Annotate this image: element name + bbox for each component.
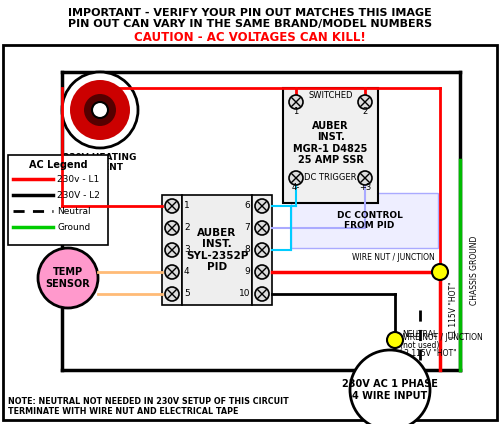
Circle shape [350, 350, 430, 424]
Text: 8: 8 [244, 245, 250, 254]
Text: WIRE NUT / JUNCTION: WIRE NUT / JUNCTION [352, 254, 435, 262]
Circle shape [70, 80, 130, 140]
Circle shape [38, 248, 98, 308]
Circle shape [255, 265, 269, 279]
Text: SWITCHED: SWITCHED [308, 90, 353, 100]
Circle shape [62, 72, 138, 148]
Text: 230V - L2: 230V - L2 [57, 190, 100, 200]
Circle shape [165, 243, 179, 257]
Circle shape [255, 243, 269, 257]
Text: AUBER
INST.
MGR-1 D4825
25 AMP SSR: AUBER INST. MGR-1 D4825 25 AMP SSR [294, 120, 368, 165]
Text: AUBER
INST.
SYL-2352P
PID: AUBER INST. SYL-2352P PID [186, 228, 248, 272]
Text: Ground: Ground [57, 223, 90, 232]
Text: IMPORTANT - VERIFY YOUR PIN OUT MATCHES THIS IMAGE: IMPORTANT - VERIFY YOUR PIN OUT MATCHES … [68, 8, 432, 18]
Circle shape [432, 264, 448, 280]
Text: PIN OUT CAN VARY IN THE SAME BRAND/MODEL NUMBERS: PIN OUT CAN VARY IN THE SAME BRAND/MODEL… [68, 19, 432, 29]
Text: CAUTION - AC VOLTAGES CAN KILL!: CAUTION - AC VOLTAGES CAN KILL! [134, 31, 366, 44]
Text: TEMP
SENSOR: TEMP SENSOR [46, 267, 90, 289]
Bar [283, 88, 378, 203]
Text: 9: 9 [244, 268, 250, 276]
Text: L2 115V "HOT": L2 115V "HOT" [400, 349, 456, 359]
Bar [182, 195, 252, 305]
Text: NOTE: NEUTRAL NOT NEEDED IN 230V SETUP OF THIS CIRCUIT
TERMINATE WITH WIRE NUT A: NOTE: NEUTRAL NOT NEEDED IN 230V SETUP O… [8, 397, 289, 416]
Circle shape [255, 287, 269, 301]
Circle shape [255, 221, 269, 235]
Circle shape [358, 171, 372, 185]
Bar [252, 195, 272, 305]
Text: WIRE NUT / JUNCTION: WIRE NUT / JUNCTION [400, 334, 483, 343]
Text: 230V AC 1 PHASE
4 WIRE INPUT: 230V AC 1 PHASE 4 WIRE INPUT [342, 379, 438, 401]
Text: DC TRIGGER: DC TRIGGER [304, 173, 357, 182]
Text: NEUTRAL
(not used): NEUTRAL (not used) [400, 330, 440, 350]
Text: 3: 3 [184, 245, 190, 254]
Bar [162, 195, 182, 305]
Circle shape [165, 265, 179, 279]
Text: 1: 1 [184, 201, 190, 210]
Circle shape [289, 171, 303, 185]
Circle shape [165, 287, 179, 301]
Circle shape [255, 199, 269, 213]
Text: L1 115V "HOT": L1 115V "HOT" [449, 282, 458, 338]
Bar [291, 193, 438, 248]
Text: 6: 6 [244, 201, 250, 210]
Text: 1: 1 [294, 108, 298, 117]
Text: DC CONTROL
FROM PID: DC CONTROL FROM PID [336, 211, 402, 230]
Text: 2: 2 [184, 223, 190, 232]
Text: 4: 4 [184, 268, 190, 276]
Circle shape [358, 95, 372, 109]
Text: Neutral: Neutral [57, 206, 90, 215]
Circle shape [387, 332, 403, 348]
Circle shape [289, 95, 303, 109]
Text: CHASSIS GROUND: CHASSIS GROUND [470, 235, 479, 305]
Text: 10: 10 [238, 290, 250, 298]
Text: 2: 2 [362, 108, 368, 117]
Text: +3: +3 [359, 184, 371, 192]
Circle shape [84, 94, 116, 126]
Text: 5: 5 [184, 290, 190, 298]
Text: 4-: 4- [292, 184, 300, 192]
Circle shape [92, 102, 108, 118]
Text: 230v - L1: 230v - L1 [57, 175, 99, 184]
Text: AC Legend: AC Legend [28, 160, 88, 170]
Circle shape [165, 199, 179, 213]
Text: 230V HEATING
ELEMENT: 230V HEATING ELEMENT [64, 153, 136, 173]
Text: 7: 7 [244, 223, 250, 232]
Circle shape [165, 221, 179, 235]
Bar [8, 155, 108, 245]
